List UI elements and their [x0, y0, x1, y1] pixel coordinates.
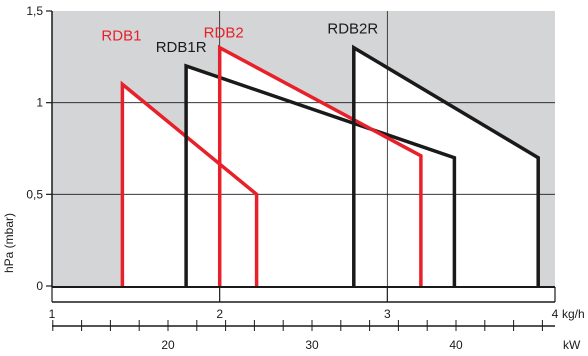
series-line-rdb2	[217, 44, 423, 286]
x-axis-kgh-ticks: 1 2 3 4	[49, 287, 559, 321]
y-tick-label: 1,5	[26, 4, 43, 18]
x-kw-tick-label: 20	[161, 338, 175, 352]
series-label-rdb2r: RDB2R	[327, 21, 378, 38]
y-tick-label: 0,5	[26, 187, 43, 201]
x-kw-tick-label: 30	[305, 338, 319, 352]
y-tick-label: 0	[36, 279, 43, 293]
x-axis-kgh: 1 2 3 4 kg/h	[49, 286, 585, 321]
y-axis: 0 0,5 1 1,5 hPa (mbar)	[2, 4, 53, 293]
series-line-rdb2r	[352, 44, 540, 286]
x-axis-kw-unit: kW	[563, 338, 581, 352]
x-axis-kw-ticks: 20 30 40	[52, 320, 543, 352]
series-label-rdb2: RDB2	[204, 25, 244, 42]
series-lines	[120, 44, 540, 286]
x-axis-kw: 20 30 40 kW	[52, 320, 581, 352]
x-kgh-tick-label: 2	[216, 307, 223, 321]
x-kw-tick-label: 40	[449, 338, 463, 352]
series-label-rdb1r: RDB1R	[156, 39, 207, 56]
x-kgh-tick-label: 3	[384, 307, 391, 321]
y-axis-label: hPa (mbar)	[2, 213, 16, 273]
x-axis-kgh-unit: kg/h	[562, 307, 585, 321]
series-line-rdb1r	[184, 63, 457, 286]
y-ticks: 0 0,5 1 1,5	[26, 4, 52, 293]
series-label-rdb1: RDB1	[101, 27, 141, 44]
y-tick-label: 1	[36, 96, 43, 110]
series-line-rdb1	[120, 80, 259, 286]
series-fill-rdb2r	[353, 47, 539, 287]
x-kgh-tick-label: 1	[49, 307, 56, 321]
x-kgh-tick-label: 4	[552, 307, 559, 321]
